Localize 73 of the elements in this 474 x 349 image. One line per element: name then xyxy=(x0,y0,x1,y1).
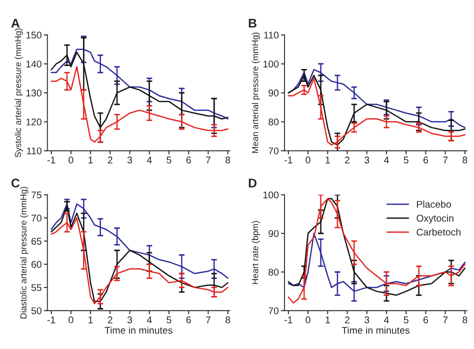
x-tick-label: 8 xyxy=(462,156,468,164)
x-tick-label: 8 xyxy=(226,156,230,164)
x-axis-title: Time in minutes xyxy=(104,326,172,334)
y-tick-label: 75 xyxy=(32,192,42,198)
y-tick-label: 120 xyxy=(26,118,42,126)
x-tick-label: -1 xyxy=(47,316,56,324)
x-axis-title: Time in minutes xyxy=(342,326,410,334)
x-tick-label: 3 xyxy=(127,316,132,324)
y-tick-label: 110 xyxy=(27,147,42,154)
x-tick-label: 0 xyxy=(68,156,74,164)
x-tick-label: 8 xyxy=(226,316,230,324)
x-tick-label: 5 xyxy=(166,316,172,324)
y-tick-label: 55 xyxy=(31,284,42,292)
x-tick-label: 7 xyxy=(443,316,448,324)
y-tick-label: 100 xyxy=(263,60,279,68)
y-axis-title: Systolic arterial pressure (mmHg) xyxy=(14,28,23,158)
x-tick-label: 3 xyxy=(364,156,370,164)
y-tick-label: 90 xyxy=(268,230,279,237)
x-tick-label: 0 xyxy=(306,156,310,164)
x-tick-label: 0 xyxy=(68,316,74,324)
y-axis-title: Mean arterial pressure (mmHg) xyxy=(252,32,260,153)
y-tick-label: 110 xyxy=(264,32,279,39)
y-tick-label: 65 xyxy=(32,238,42,245)
y-tick-label: 60 xyxy=(32,261,42,268)
x-tick-label: 5 xyxy=(166,156,172,164)
y-tick-label: 150 xyxy=(26,32,42,39)
x-tick-label: 2 xyxy=(108,156,112,164)
x-tick-label: 3 xyxy=(127,156,132,164)
y-tick-label: 80 xyxy=(268,268,279,276)
x-tick-label: 4 xyxy=(146,316,152,324)
x-tick-label: 7 xyxy=(206,316,210,324)
x-tick-label: 1 xyxy=(326,316,330,324)
y-tick-label: 70 xyxy=(32,214,42,222)
x-tick-label: 1 xyxy=(88,316,93,324)
x-tick-label: 2 xyxy=(345,156,350,164)
y-tick-label: 100 xyxy=(263,192,279,198)
x-tick-label: 5 xyxy=(404,156,408,164)
chart-title: C xyxy=(11,178,20,188)
x-tick-label: 4 xyxy=(384,156,389,164)
y-tick-label: 140 xyxy=(26,60,42,68)
x-tick-label: 6 xyxy=(423,156,428,164)
x-tick-label: 1 xyxy=(326,156,330,164)
x-tick-label: 7 xyxy=(206,156,210,164)
x-tick-label: -1 xyxy=(284,156,292,164)
y-axis-title: Heart rate (bpm) xyxy=(252,221,260,284)
y-tick-label: 90 xyxy=(268,90,279,96)
x-tick-label: 5 xyxy=(404,316,408,324)
chart-title: D xyxy=(248,178,257,188)
legend-label: Carbetoch xyxy=(416,228,460,236)
chart-title: A xyxy=(11,18,20,28)
x-tick-label: 1 xyxy=(88,156,93,164)
x-tick-label: 4 xyxy=(384,316,389,324)
x-tick-label: 6 xyxy=(186,316,191,324)
legend-label: Placebo xyxy=(417,200,451,208)
x-tick-label: 6 xyxy=(186,156,191,164)
x-tick-label: 4 xyxy=(146,156,152,164)
x-tick-label: -1 xyxy=(47,156,56,164)
x-tick-label: 0 xyxy=(306,316,310,324)
y-tick-label: 130 xyxy=(26,90,42,96)
y-tick-label: 80 xyxy=(268,118,279,126)
y-axis-title: Diastolic arterial pressure (mmHg) xyxy=(20,186,28,318)
x-tick-label: 3 xyxy=(364,316,370,324)
legend-label: Oxytocin xyxy=(416,214,454,224)
y-tick-label: 70 xyxy=(268,147,279,154)
x-tick-label: 8 xyxy=(462,316,468,324)
x-tick-label: -1 xyxy=(284,316,292,324)
x-tick-label: 7 xyxy=(443,156,448,164)
chart-title: B xyxy=(248,18,256,28)
x-tick-label: 6 xyxy=(423,316,428,324)
y-tick-label: 50 xyxy=(31,307,42,314)
x-tick-label: 2 xyxy=(108,316,112,324)
y-tick-label: 70 xyxy=(268,307,279,314)
x-tick-label: 2 xyxy=(345,316,350,324)
